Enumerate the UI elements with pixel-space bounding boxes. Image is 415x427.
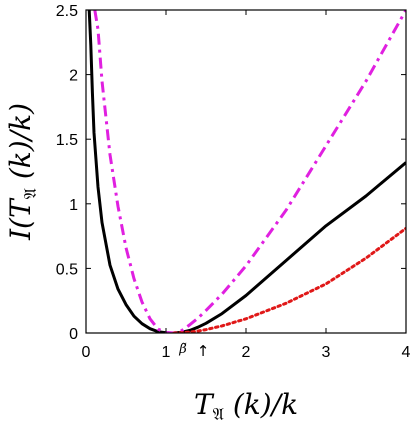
x-tick-label: 2 xyxy=(242,344,251,361)
x-tick-label: 0 xyxy=(82,344,91,361)
series-line-1 xyxy=(87,10,406,333)
y-tick-label: 1.5 xyxy=(56,132,78,149)
x-tick-label: 4 xyxy=(402,344,411,361)
plot-area-frame xyxy=(85,9,407,334)
beta-tilde-label: β̃ xyxy=(178,342,187,357)
beta-annotation: β̃ ↑ xyxy=(178,342,209,360)
y-axis-label: I(T𝔄 (k)/k) xyxy=(4,103,41,241)
axis-ticks: 0 1 2 3 4 0 0.5 1 1.5 2 2.5 xyxy=(56,3,411,361)
series-line-2 xyxy=(93,10,406,333)
up-arrow-icon: ↑ xyxy=(197,342,210,360)
plot-content xyxy=(87,10,406,333)
series-line-3 xyxy=(172,226,406,333)
y-tick-label: 2.5 xyxy=(56,3,78,20)
x-axis-label: T𝔄 (k)/k xyxy=(194,388,298,425)
y-tick-label: 0.5 xyxy=(56,261,78,278)
x-tick-label: 3 xyxy=(322,344,331,361)
y-tick-label: 2 xyxy=(69,68,78,85)
x-tick-label: 1 xyxy=(162,344,171,361)
y-tick-label: 1 xyxy=(69,197,78,214)
y-tick-label: 0 xyxy=(69,326,78,343)
